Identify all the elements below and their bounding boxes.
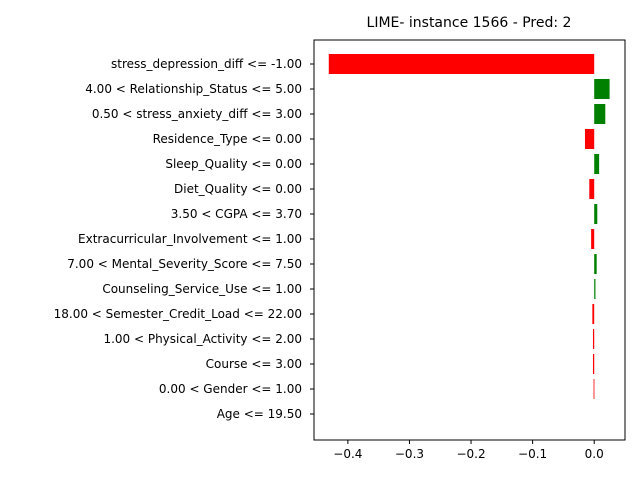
- bar-2: [594, 104, 606, 124]
- bar-10: [592, 304, 595, 324]
- y-tick-label-4: Sleep_Quality <= 0.00: [165, 157, 302, 171]
- x-tick-label-2: −0.2: [456, 447, 485, 461]
- bar-0: [328, 54, 595, 74]
- bar-7: [591, 229, 595, 249]
- bars-layer: [328, 54, 610, 399]
- bar-11: [592, 329, 595, 349]
- y-tick-label-0: stress_depression_diff <= -1.00: [111, 57, 302, 71]
- bar-3: [584, 129, 595, 149]
- chart-title: LIME- instance 1566 - Pred: 2: [367, 15, 572, 31]
- y-tick-label-12: Course <= 3.00: [206, 357, 302, 371]
- y-tick-label-7: Extracurricular_Involvement <= 1.00: [78, 232, 302, 246]
- bar-5: [589, 179, 595, 199]
- y-tick-label-5: Diet_Quality <= 0.00: [174, 182, 302, 196]
- y-tick-label-6: 3.50 < CGPA <= 3.70: [171, 207, 302, 221]
- bar-8: [594, 254, 597, 274]
- y-tick-label-9: Counseling_Service_Use <= 1.00: [102, 282, 302, 296]
- bar-12: [592, 354, 595, 374]
- y-tick-label-10: 18.00 < Semester_Credit_Load <= 22.00: [54, 307, 302, 321]
- x-tick-label-0: −0.4: [333, 447, 362, 461]
- x-axis-ticks: −0.4 −0.3 −0.2 −0.1 0.0: [333, 440, 604, 461]
- bar-6: [594, 204, 598, 224]
- x-tick-label-4: 0.0: [585, 447, 604, 461]
- bar-13: [593, 379, 595, 399]
- y-tick-labels: stress_depression_diff <= -1.00 4.00 < Re…: [54, 57, 314, 421]
- plot-frame: [313, 39, 626, 441]
- y-tick-label-14: Age <= 19.50: [217, 407, 302, 421]
- x-tick-label-3: −0.1: [518, 447, 547, 461]
- x-tick-label-1: −0.3: [395, 447, 424, 461]
- y-tick-label-3: Residence_Type <= 0.00: [153, 132, 302, 146]
- y-tick-label-13: 0.00 < Gender <= 1.00: [159, 382, 302, 396]
- bar-9: [594, 279, 596, 299]
- y-tick-label-1: 4.00 < Relationship_Status <= 5.00: [85, 82, 302, 96]
- bar-1: [594, 79, 610, 99]
- y-tick-label-8: 7.00 < Mental_Severity_Score <= 7.50: [67, 257, 302, 271]
- y-tick-label-11: 1.00 < Physical_Activity <= 2.00: [103, 332, 302, 346]
- y-tick-label-2: 0.50 < stress_anxiety_diff <= 3.00: [92, 107, 302, 121]
- bar-4: [594, 154, 600, 174]
